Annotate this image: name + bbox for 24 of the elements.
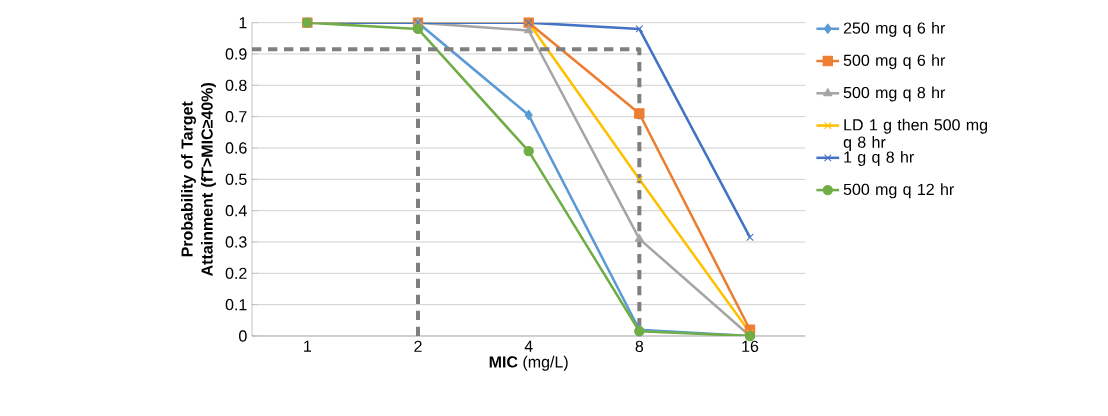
legend-label: 1 g q 8 hr (844, 151, 914, 166)
y-tick-label: 0.7 (225, 111, 247, 123)
legend-label: 500 mg q 12 hr (843, 183, 954, 199)
y-tick-label: 0.2 (225, 267, 247, 279)
x-axis-title: MIC (mg/L) (489, 355, 568, 371)
y-axis-title: Probability of Target Attainment (fT>MIC≥40%) (180, 83, 216, 276)
y-tick-label: 0.1 (225, 298, 247, 311)
y-tick-label: 0.5 (225, 173, 247, 185)
legend-label: 500 mg q 6 hr (843, 54, 946, 70)
y-tick-label: 0.8 (225, 79, 247, 91)
y-tick-label: 0.3 (225, 236, 247, 248)
y-tick-label: 0 (239, 330, 247, 342)
y-tick-label: 0.4 (225, 205, 247, 217)
y-tick-label: 0.6 (225, 142, 247, 154)
legend-label: 250 mg q 6 hr (843, 22, 946, 37)
x-tick-label: 16 (742, 340, 759, 353)
legend-label: 500 mg q 8 hr (843, 86, 946, 102)
x-tick-label: 1 (304, 340, 312, 352)
x-tick-label: 8 (635, 340, 644, 353)
x-tick-label: 2 (414, 340, 422, 352)
y-tick-label: 1 (239, 17, 247, 29)
legend-label: LD 1 g then 500 mg q 8 hr (843, 118, 987, 152)
y-tick-label: 0.9 (225, 48, 247, 60)
x-tick-label: 4 (524, 340, 533, 352)
